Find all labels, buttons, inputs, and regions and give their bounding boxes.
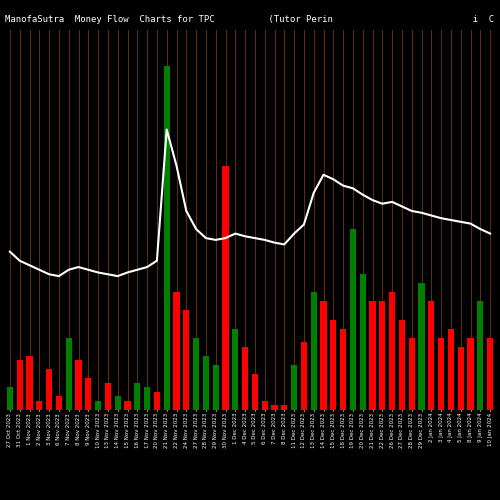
Bar <box>76 360 82 410</box>
Bar <box>114 396 121 410</box>
Bar <box>46 370 52 410</box>
Bar <box>16 360 23 410</box>
Bar <box>66 338 72 410</box>
Bar <box>272 406 278 410</box>
Bar <box>262 401 268 410</box>
Bar <box>281 406 287 410</box>
Bar <box>36 401 43 410</box>
Bar <box>164 66 170 410</box>
Bar <box>222 166 228 410</box>
Bar <box>193 338 200 410</box>
Bar <box>291 365 298 410</box>
Bar <box>212 365 219 410</box>
Bar <box>320 302 326 410</box>
Bar <box>85 378 91 410</box>
Bar <box>56 396 62 410</box>
Bar <box>389 292 396 410</box>
Bar <box>379 302 386 410</box>
Bar <box>124 401 130 410</box>
Bar <box>350 229 356 410</box>
Bar <box>202 356 209 410</box>
Bar <box>232 328 238 410</box>
Bar <box>144 388 150 410</box>
Text: ManofaSutra  Money Flow  Charts for TPC          (Tutor Perin                   : ManofaSutra Money Flow Charts for TPC (T… <box>5 15 494 24</box>
Bar <box>26 356 32 410</box>
Bar <box>330 320 336 410</box>
Bar <box>183 310 190 410</box>
Bar <box>95 401 102 410</box>
Bar <box>438 338 444 410</box>
Bar <box>487 338 494 410</box>
Bar <box>154 392 160 410</box>
Bar <box>300 342 307 410</box>
Bar <box>252 374 258 410</box>
Bar <box>6 388 13 410</box>
Bar <box>360 274 366 410</box>
Bar <box>418 284 424 410</box>
Bar <box>370 302 376 410</box>
Bar <box>242 346 248 410</box>
Bar <box>310 292 317 410</box>
Bar <box>428 302 434 410</box>
Bar <box>458 346 464 410</box>
Bar <box>134 383 140 410</box>
Bar <box>477 302 484 410</box>
Bar <box>174 292 180 410</box>
Bar <box>340 328 346 410</box>
Bar <box>398 320 405 410</box>
Bar <box>468 338 473 410</box>
Bar <box>408 338 415 410</box>
Bar <box>104 383 111 410</box>
Bar <box>448 328 454 410</box>
